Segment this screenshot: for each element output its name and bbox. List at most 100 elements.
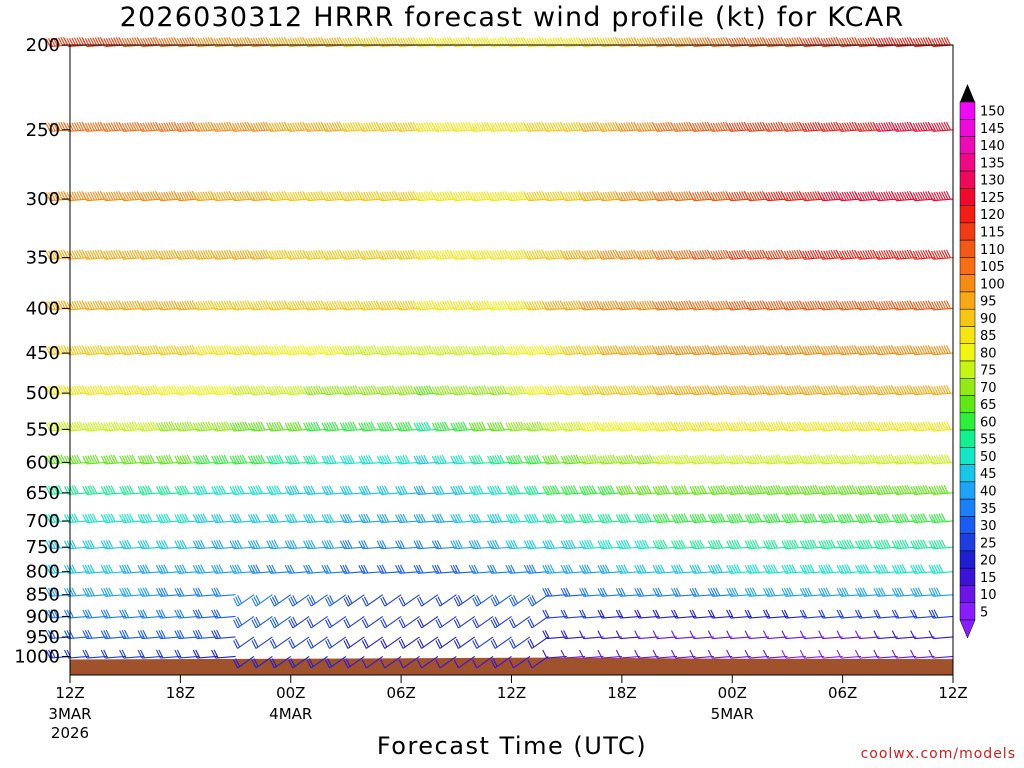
wind-barb (873, 345, 898, 356)
legend-swatch (959, 205, 976, 224)
legend-label: 65 (980, 398, 997, 413)
wind-barb (542, 649, 567, 659)
wind-barb (781, 484, 806, 495)
wind-barb (266, 190, 291, 202)
wind-barb (119, 513, 144, 524)
wind-barb (615, 539, 641, 550)
wind-barb (527, 656, 549, 669)
wind-barb (266, 385, 291, 396)
wind-barb (799, 539, 825, 550)
wind-barb (836, 484, 862, 495)
legend-label: 40 (980, 485, 997, 500)
wind-barb (928, 513, 954, 524)
wind-barb (266, 249, 291, 260)
wind-barb (560, 190, 586, 202)
wind-barb (339, 513, 365, 524)
wind-barb (854, 630, 880, 640)
wind-barb (891, 513, 917, 524)
wind-barb (781, 300, 806, 311)
wind-barb (707, 564, 733, 574)
wind-barb (284, 421, 310, 432)
legend-swatch (959, 533, 976, 552)
wind-barb (689, 609, 714, 619)
y-tick-label: 500 (26, 383, 60, 404)
wind-barb (82, 513, 107, 524)
wind-barb (376, 249, 402, 260)
y-tick-label: 200 (26, 35, 60, 56)
wind-barb (799, 630, 825, 640)
wind-barb (284, 485, 310, 495)
wind-barb (192, 300, 218, 311)
legend-swatch (959, 239, 976, 258)
wind-barb (615, 649, 641, 659)
wind-barb (928, 345, 954, 356)
wind-barb (155, 454, 181, 465)
wind-barb (652, 564, 678, 574)
wind-barb (542, 421, 567, 432)
wind-barb (413, 454, 438, 465)
wind-barb (836, 587, 862, 597)
legend-upper-arrow (960, 84, 975, 102)
wind-barb (395, 345, 420, 356)
wind-barb (744, 249, 770, 260)
wind-barb (542, 564, 567, 574)
wind-barb (818, 454, 843, 465)
wind-barb (343, 656, 365, 669)
wind-barb (744, 484, 770, 495)
legend-label: 75 (980, 364, 997, 379)
wind-barb (928, 630, 954, 640)
wind-barb (266, 485, 291, 495)
wind-barb (873, 630, 898, 640)
wind-barb (542, 587, 567, 597)
legend-swatch (959, 274, 976, 293)
wind-barb (597, 630, 622, 640)
wind-barb (119, 587, 144, 597)
wind-barb (288, 594, 310, 607)
wind-barb (358, 249, 383, 260)
wind-barb (781, 454, 806, 465)
wind-barb (137, 190, 163, 202)
wind-barb (119, 421, 144, 432)
wind-barb (523, 421, 549, 432)
wind-barb (100, 485, 126, 495)
legend-label: 145 (980, 122, 1005, 137)
wind-barb (284, 385, 310, 396)
wind-barb (174, 385, 199, 396)
wind-barb (707, 649, 733, 659)
wind-barb (527, 615, 549, 629)
wind-barb (468, 513, 494, 524)
wind-barb (744, 421, 770, 432)
wind-barb (398, 636, 420, 649)
wind-barb (689, 385, 714, 396)
wind-barb (487, 539, 512, 550)
wind-barb (211, 454, 236, 465)
legend-label: 100 (980, 277, 1005, 292)
wind-barb (744, 121, 770, 132)
wind-barb (174, 609, 199, 619)
wind-barb (431, 564, 457, 574)
wind-barb (634, 513, 659, 524)
wind-barb (174, 421, 199, 432)
wind-barb (707, 421, 733, 432)
wind-barb (211, 649, 236, 659)
wind-barb (487, 385, 512, 396)
wind-barb (854, 484, 880, 495)
wind-barb (615, 630, 641, 640)
wind-barb (211, 609, 236, 619)
wind-barb (726, 454, 751, 465)
wind-barb (431, 540, 457, 550)
wind-barb (211, 629, 236, 640)
wind-barb (395, 454, 420, 465)
wind-barb (818, 513, 843, 524)
wind-barb (634, 564, 659, 574)
wind-barb (928, 190, 954, 202)
wind-barb (339, 539, 365, 550)
wind-barb (306, 656, 328, 669)
wind-barb (119, 454, 144, 465)
wind-barb (82, 587, 107, 597)
wind-barb (891, 630, 917, 640)
legend-swatch (959, 378, 976, 396)
wind-barb (527, 636, 549, 649)
wind-barb (652, 630, 678, 640)
wind-barb (82, 649, 107, 659)
